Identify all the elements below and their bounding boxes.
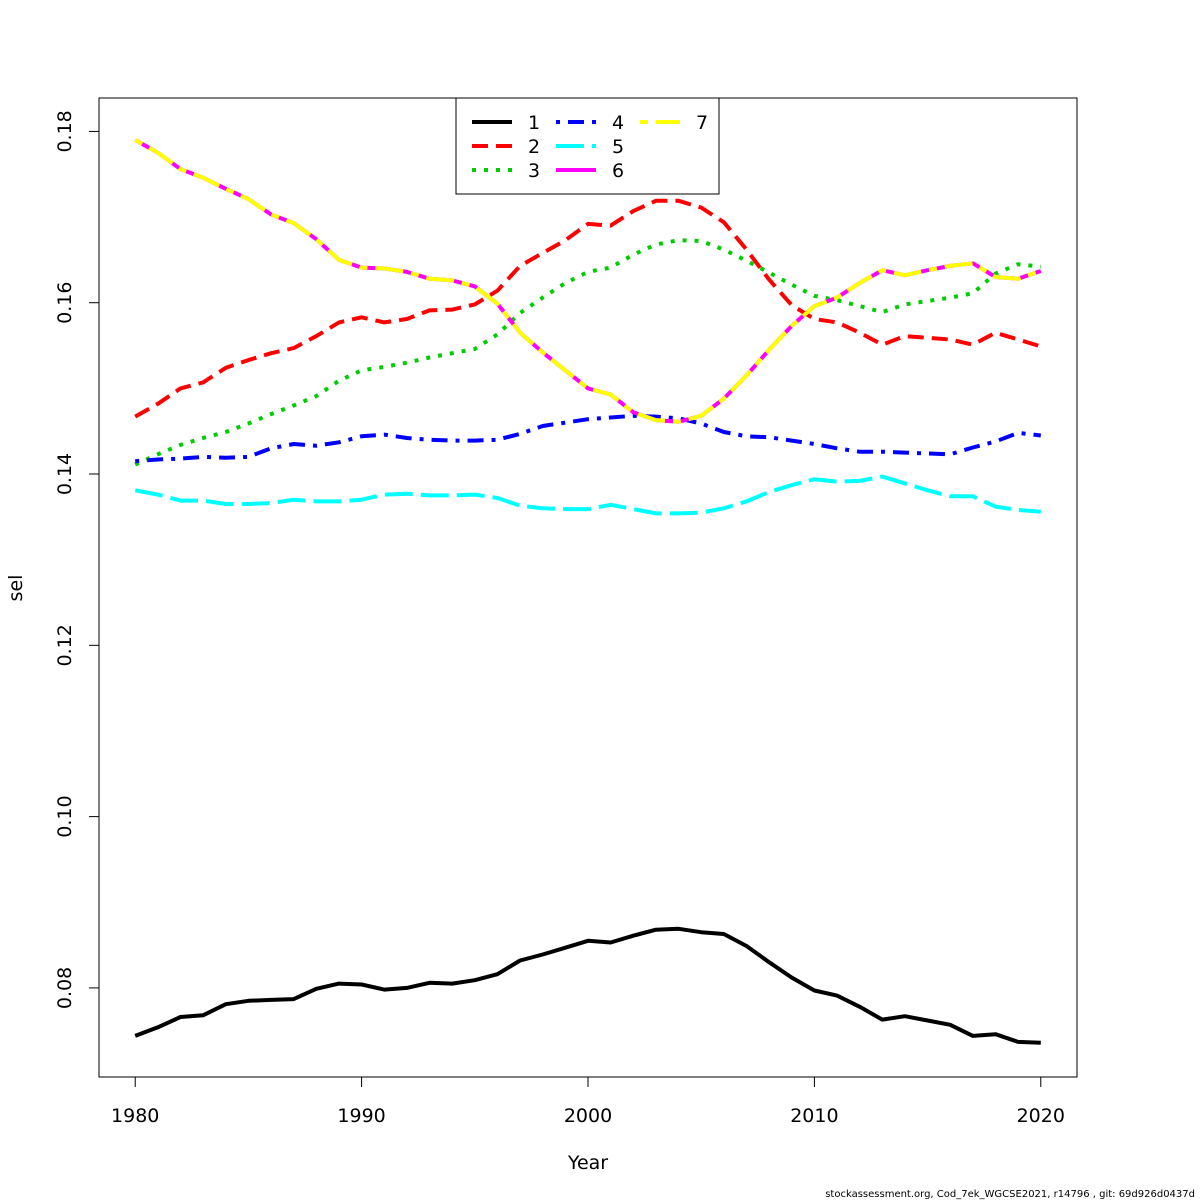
legend-label-1: 1: [528, 112, 540, 134]
y-tick-label: 0.12: [54, 624, 76, 666]
y-tick-label: 0.08: [54, 967, 76, 1009]
footer-credit: stockassessment.org, Cod_7ek_WGCSE2021, …: [825, 1189, 1195, 1200]
legend-label-4: 4: [612, 112, 624, 134]
y-tick-label: 0.14: [54, 453, 76, 495]
x-tick-label: 1980: [111, 1105, 159, 1127]
series-4-line: [135, 413, 1042, 464]
y-tick-label: 0.10: [54, 795, 76, 837]
y-tick-label: 0.18: [54, 110, 76, 152]
series-6-line: [134, 138, 1042, 424]
legend-label-5: 5: [612, 136, 624, 158]
legend-label-6: 6: [612, 160, 624, 182]
legend-box: [455, 97, 720, 195]
series-1-line: [134, 926, 1041, 1045]
series-lines: [134, 138, 1042, 1045]
x-axis: 1980 1990 2000 2010 2020: [111, 1076, 1065, 1127]
x-tick-label: 2020: [1017, 1105, 1065, 1127]
y-axis-label: sel: [5, 575, 27, 602]
x-tick-label: 2000: [564, 1105, 612, 1127]
x-axis-label: Year: [567, 1152, 608, 1174]
legend: 123 456 7: [455, 97, 720, 195]
legend-label-7: 7: [696, 112, 708, 134]
y-axis: 0.08 0.10 0.12 0.14 0.16 0.18: [54, 110, 100, 1009]
x-tick-label: 2010: [790, 1105, 838, 1127]
legend-label-2: 2: [528, 136, 540, 158]
series-2-line: [134, 198, 1042, 419]
x-tick-label: 1990: [337, 1105, 385, 1127]
series-5-line: [134, 474, 1041, 516]
plot-frame: [98, 97, 1078, 1078]
y-tick-label: 0.16: [54, 282, 76, 324]
legend-label-3: 3: [528, 160, 540, 182]
